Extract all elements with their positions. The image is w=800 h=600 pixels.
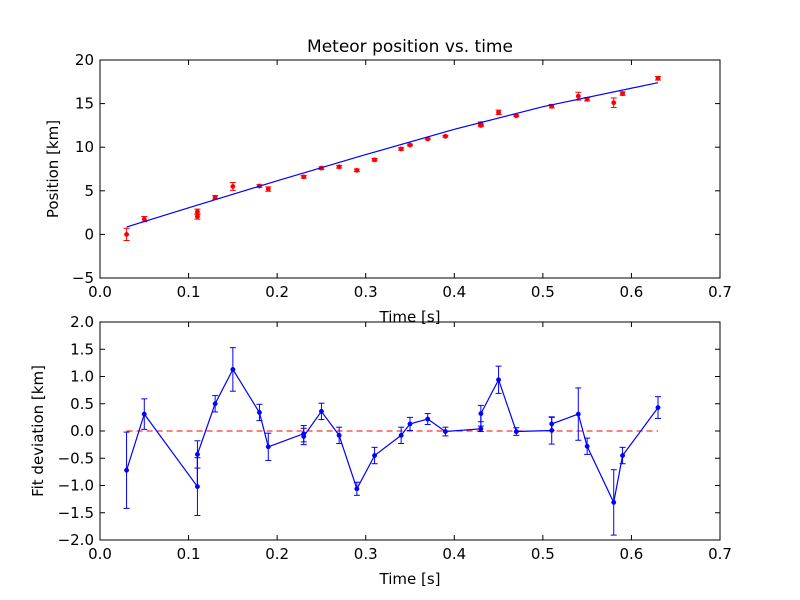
data-point — [513, 429, 519, 434]
y-tick-label: −5 — [72, 269, 94, 287]
x-tick-label: 0.4 — [442, 545, 466, 563]
x-tick-label: 0.7 — [708, 283, 732, 301]
x-tick-label: 0.3 — [354, 283, 378, 301]
data-point — [655, 405, 661, 411]
y-tick-label: 15 — [75, 95, 94, 113]
data-point — [398, 146, 404, 152]
data-point — [398, 432, 404, 438]
plot-area — [123, 75, 661, 242]
y-tick-label: −2.0 — [58, 531, 94, 549]
x-tick-label: 0.4 — [442, 283, 466, 301]
fit-line — [126, 82, 659, 228]
axes-frame — [99, 59, 721, 279]
x-tick-label: 0.3 — [354, 545, 378, 563]
data-point — [655, 75, 661, 81]
data-point — [336, 432, 342, 438]
data-point — [478, 411, 484, 417]
y-tick-label: 10 — [75, 138, 94, 156]
data-point — [212, 401, 218, 407]
data-point — [407, 421, 413, 427]
y-tick-label: 1.0 — [70, 368, 94, 386]
x-tick-label: 0.5 — [531, 545, 555, 563]
chart-title: Meteor position vs. time — [307, 37, 513, 57]
data-point — [575, 93, 581, 99]
x-tick-label: 0.5 — [531, 283, 555, 301]
y-tick-label: 5 — [84, 182, 94, 200]
data-point — [611, 499, 617, 505]
data-point — [124, 467, 130, 473]
x-tick-label: 0.1 — [177, 283, 201, 301]
data-point — [194, 214, 200, 219]
data-point — [496, 109, 502, 115]
x-tick-label: 0.1 — [177, 545, 201, 563]
y-tick-label: 0.0 — [70, 422, 94, 440]
data-point — [265, 444, 271, 450]
data-point — [301, 434, 307, 439]
data-point — [318, 408, 324, 414]
x-tick-label: 0.2 — [265, 283, 289, 301]
y-tick-label: −1.5 — [58, 504, 94, 522]
plot-area — [123, 347, 661, 536]
data-point — [141, 411, 147, 417]
x-tick-label: 0.6 — [619, 283, 643, 301]
x-axis-label: Time [s] — [379, 570, 441, 588]
x-axis-label: Time [s] — [379, 308, 441, 326]
x-tick-label: 0.6 — [619, 545, 643, 563]
data-point — [549, 421, 555, 427]
data-point — [372, 157, 378, 163]
y-tick-label: 2.0 — [70, 313, 94, 331]
data-point — [611, 100, 617, 106]
data-point — [478, 426, 484, 432]
data-point — [442, 133, 448, 139]
y-tick-label: 20 — [75, 51, 94, 69]
deviation-panel: 0.0 0.1 0.2 0.3 0.4 0.5 0.6 0.7 −2.0 −1.5 −1.0 −0.5… — [29, 313, 732, 588]
data-point — [354, 167, 360, 173]
data-point — [124, 231, 130, 237]
x-tick-label: 0.0 — [88, 283, 112, 301]
position-panel: Meteor position vs. time 0.0 0.1 0.2 0.3 0.4… — [44, 37, 732, 326]
data-point — [584, 443, 590, 449]
data-point — [230, 366, 236, 372]
y-tick-label: −0.5 — [58, 449, 94, 467]
data-point — [575, 411, 581, 417]
y-axis-label: Position [km] — [44, 120, 62, 218]
y-tick-label: 0.5 — [70, 395, 94, 413]
data-point — [496, 377, 502, 383]
data-point — [336, 164, 342, 170]
y-axis-label: Fit deviation [km] — [29, 365, 47, 497]
data-point — [620, 453, 626, 458]
data-point — [265, 186, 271, 192]
tick-group: 0.0 0.1 0.2 0.3 0.4 0.5 0.6 0.7 −2.0 −1.5 −1.0 −0.5… — [58, 313, 732, 563]
data-point — [301, 174, 307, 180]
data-point — [194, 209, 200, 215]
x-tick-label: 0.0 — [88, 545, 112, 563]
y-tick-label: 1.5 — [70, 340, 94, 358]
data-point — [425, 416, 431, 422]
data-point — [230, 183, 236, 189]
data-point — [478, 122, 484, 128]
data-point — [372, 453, 378, 458]
x-tick-label: 0.2 — [265, 545, 289, 563]
data-point — [442, 429, 448, 434]
data-point — [194, 451, 200, 457]
data-point — [194, 484, 200, 490]
tick-group: 0.0 0.1 0.2 0.3 0.4 0.5 0.6 0.7 −5 0 5 10 15 20 — [72, 51, 732, 301]
data-point — [620, 91, 626, 97]
x-tick-label: 0.7 — [708, 545, 732, 563]
data-point — [407, 142, 413, 148]
data-point — [256, 410, 262, 415]
y-tick-label: −1.0 — [58, 477, 94, 495]
y-tick-label: 0 — [84, 225, 94, 243]
data-point — [354, 486, 360, 492]
